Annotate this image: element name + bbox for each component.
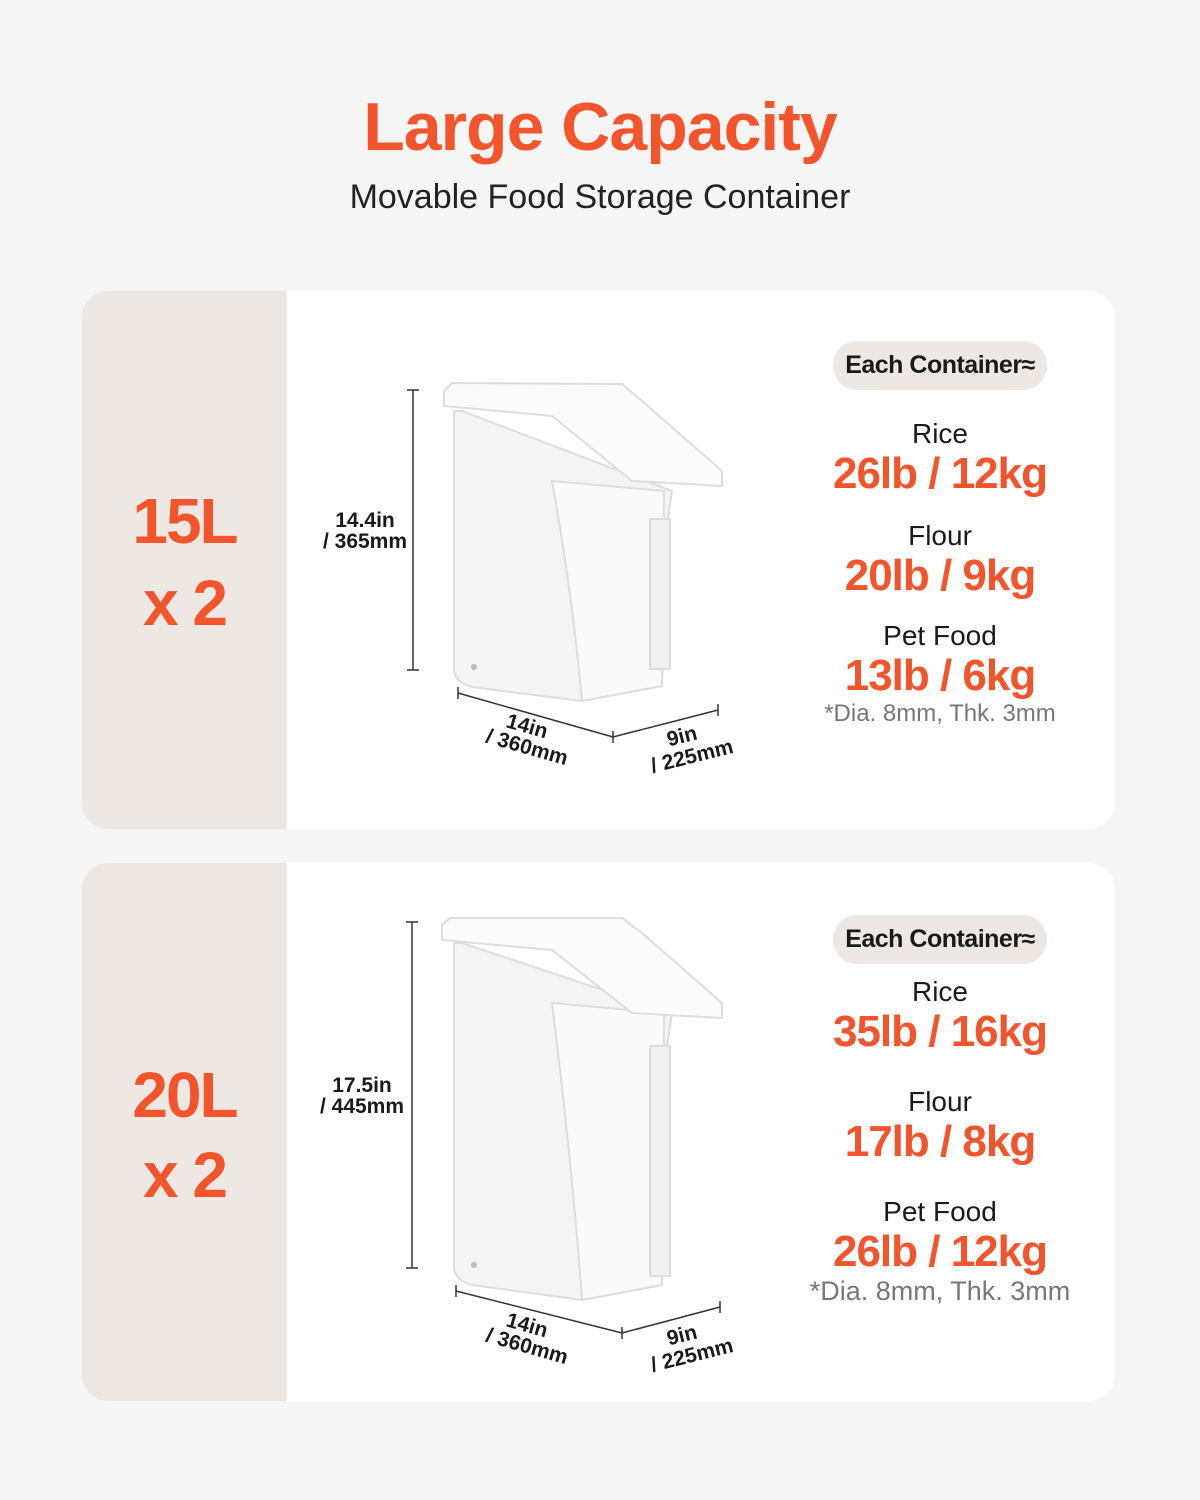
item-label: Rice — [911, 418, 968, 449]
item-value: 35lb / 16kg — [832, 1007, 1048, 1056]
item-value: 13lb / 6kg — [844, 651, 1037, 700]
item-label: Pet Food — [883, 620, 997, 651]
capacity-label: 20L — [132, 1059, 238, 1131]
item-label: Flour — [908, 1086, 972, 1117]
item-value: 26lb / 12kg — [832, 449, 1048, 498]
height-in: 14.4in — [335, 509, 395, 532]
capacity-details: Each Container≈ Rice 26lb / 12kg Flour 2… — [800, 341, 1080, 728]
capacity-label: 15L — [132, 485, 238, 557]
container-illustration — [406, 917, 723, 1339]
quantity-label: x 2 — [143, 567, 228, 639]
capacity-strip — [82, 291, 287, 829]
height-in: 17.5in — [332, 1074, 392, 1097]
quantity-label: x 2 — [143, 1139, 228, 1211]
panel-15l: 15L x 2 14.4in / 365mm 14in / 360mm 9in … — [82, 291, 1115, 829]
item-label: Pet Food — [883, 1196, 997, 1227]
each-container-badge: Each Container≈ — [833, 915, 1047, 964]
item-value: 20lb / 9kg — [844, 551, 1037, 600]
page-title: Large Capacity — [363, 89, 838, 165]
item-label: Flour — [908, 520, 972, 551]
page-subtitle: Movable Food Storage Container — [349, 178, 851, 216]
height-mm: / 365mm — [322, 530, 408, 553]
item-label: Rice — [911, 976, 968, 1007]
item-value: 26lb / 12kg — [832, 1227, 1048, 1276]
capacity-strip — [82, 863, 287, 1401]
container-illustration — [407, 381, 723, 743]
spec-note: *Dia. 8mm, Thk. 3mm — [809, 1276, 1071, 1306]
panel-20l: 20L x 2 17.5in / 445mm 14in / 360mm 9in … — [82, 863, 1115, 1401]
capacity-details: Each Container≈ Rice 35lb / 16kg Flour 1… — [800, 915, 1080, 1307]
height-mm: / 445mm — [319, 1095, 405, 1118]
spec-note: *Dia. 8mm, Thk. 3mm — [824, 700, 1056, 727]
each-container-badge: Each Container≈ — [833, 341, 1047, 390]
item-value: 17lb / 8kg — [844, 1117, 1037, 1166]
